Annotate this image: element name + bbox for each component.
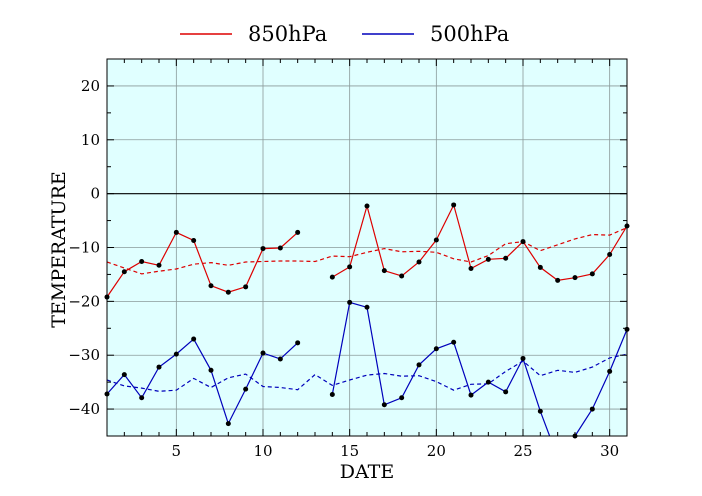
data-point — [485, 379, 491, 385]
data-point — [416, 362, 422, 368]
data-point — [468, 266, 474, 272]
data-point — [347, 264, 353, 270]
data-point — [329, 392, 335, 398]
data-point — [451, 202, 457, 208]
data-point — [399, 395, 405, 401]
data-point — [173, 229, 179, 235]
data-point — [381, 268, 387, 274]
legend: 850hPa 500hPa — [180, 22, 509, 46]
y-tick-label: −40 — [68, 400, 100, 418]
x-axis-tick-labels: 5 10 15 20 25 30 — [172, 442, 620, 460]
y-axis-tick-labels: 20 10 0 −10 −20 −30 −40 — [68, 77, 100, 418]
data-point — [520, 239, 526, 245]
data-point — [277, 245, 283, 251]
y-axis-title: TEMPERATURE — [48, 171, 70, 328]
data-point — [607, 252, 613, 258]
x-tick-label: 10 — [253, 442, 272, 460]
data-point — [485, 256, 491, 262]
data-point — [243, 284, 249, 290]
data-point — [433, 237, 439, 243]
axis-ticks — [106, 58, 628, 437]
data-point — [503, 389, 509, 395]
y-tick-label: 10 — [81, 131, 100, 149]
data-point — [277, 356, 283, 362]
data-point — [156, 364, 162, 370]
data-point — [347, 299, 353, 305]
series-line — [107, 338, 299, 426]
legend-label-500hpa: 500hPa — [430, 22, 509, 46]
y-tick-label: −30 — [68, 346, 100, 364]
series-line — [331, 203, 627, 282]
data-point — [607, 368, 613, 374]
data-point — [364, 304, 370, 310]
data-point — [555, 277, 561, 283]
data-point — [329, 274, 335, 280]
y-tick-label: 20 — [81, 77, 100, 95]
data-point — [208, 367, 214, 373]
data-point — [537, 264, 543, 270]
data-point — [191, 237, 197, 243]
data-point — [191, 336, 197, 342]
data-point — [503, 255, 509, 261]
x-tick-label: 20 — [427, 442, 446, 460]
series-line — [107, 353, 627, 392]
data-point — [589, 271, 595, 277]
legend-label-850hpa: 850hPa — [248, 22, 327, 46]
data-point — [173, 351, 179, 357]
series-dashed-3 — [107, 353, 627, 392]
data-point — [156, 262, 162, 268]
data-point — [572, 275, 578, 281]
series-850hpa — [104, 202, 630, 300]
data-point — [260, 350, 266, 356]
data-point — [433, 346, 439, 352]
data-point — [399, 273, 405, 279]
data-point — [468, 392, 474, 398]
data-point — [225, 289, 231, 295]
series-line — [331, 301, 627, 436]
x-tick-label: 5 — [172, 442, 182, 460]
data-point — [537, 408, 543, 414]
grid — [107, 59, 627, 436]
data-point — [416, 259, 422, 265]
x-axis-title: DATE — [340, 461, 394, 483]
data-point — [243, 386, 249, 392]
series-line — [107, 231, 299, 298]
data-point — [139, 395, 145, 401]
y-tick-label: −10 — [68, 239, 100, 257]
data-point — [364, 203, 370, 209]
data-point — [260, 246, 266, 252]
data-point — [381, 402, 387, 408]
data-point — [139, 259, 145, 265]
data-point — [451, 339, 457, 345]
data-point — [225, 421, 231, 427]
x-tick-label: 30 — [600, 442, 619, 460]
y-tick-label: −20 — [68, 292, 100, 310]
data-point — [295, 229, 301, 235]
data-point — [520, 355, 526, 361]
data-point — [589, 406, 595, 412]
x-tick-label: 25 — [513, 442, 532, 460]
data-point — [295, 340, 301, 346]
data-point — [208, 283, 214, 289]
data-point — [121, 269, 127, 275]
data-point — [121, 372, 127, 378]
y-tick-label: 0 — [90, 185, 100, 203]
x-tick-label: 15 — [340, 442, 359, 460]
